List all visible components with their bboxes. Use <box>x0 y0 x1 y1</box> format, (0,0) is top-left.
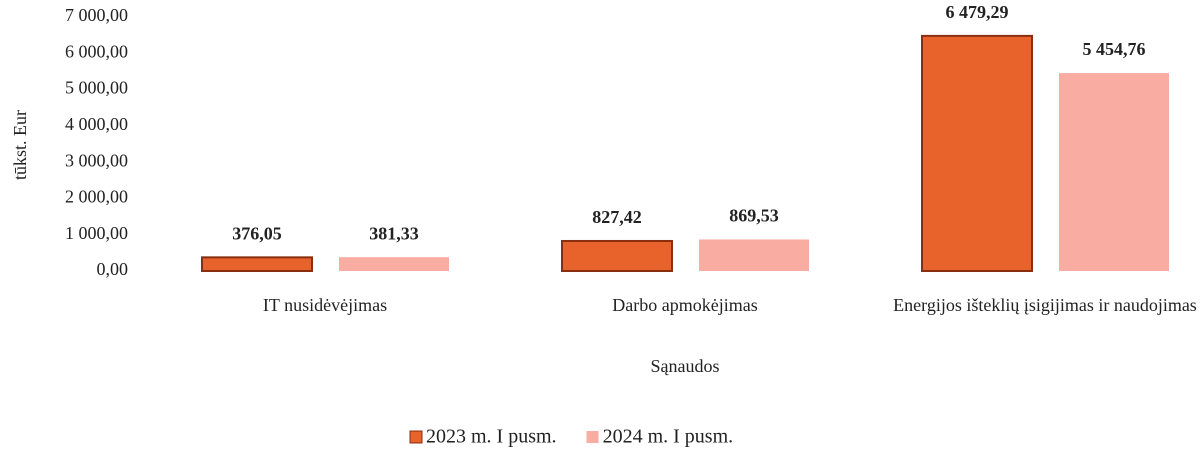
y-tick-label: 6 000,00 <box>65 41 128 61</box>
x-tick-label: Darbo apmokėjimas <box>612 295 758 315</box>
value-label: 827,42 <box>592 207 642 227</box>
y-tick-label: 5 000,00 <box>65 78 128 98</box>
y-axis-label: tūkst. Eur <box>10 110 30 180</box>
bar <box>339 257 449 271</box>
legend-swatch <box>409 430 423 444</box>
value-label: 5 454,76 <box>1083 39 1146 59</box>
legend-swatch <box>586 431 599 443</box>
bar <box>699 239 809 271</box>
value-label: 869,53 <box>729 206 779 226</box>
value-label: 6 479,29 <box>946 2 1009 22</box>
x-axis-label: Sąnaudos <box>651 356 720 376</box>
legend-label: 2023 m. I pusm. <box>426 426 557 448</box>
y-tick-label: 0,00 <box>97 259 129 279</box>
bar <box>1059 73 1169 272</box>
bar <box>201 256 313 273</box>
y-tick-label: 2 000,00 <box>65 187 128 207</box>
y-tick-label: 3 000,00 <box>65 150 128 170</box>
x-tick-label: Energijos išteklių įsigijimas ir naudoji… <box>893 295 1197 315</box>
bar <box>561 239 673 272</box>
bar <box>921 34 1033 272</box>
y-tick-label: 4 000,00 <box>65 114 128 134</box>
value-label: 376,05 <box>232 223 282 243</box>
legend-label: 2024 m. I pusm. <box>603 426 734 448</box>
y-tick-label: 1 000,00 <box>65 223 128 243</box>
x-tick-label: IT nusidėvėjimas <box>262 295 388 315</box>
value-label: 381,33 <box>369 223 419 243</box>
y-tick-label: 7 000,00 <box>65 5 128 25</box>
